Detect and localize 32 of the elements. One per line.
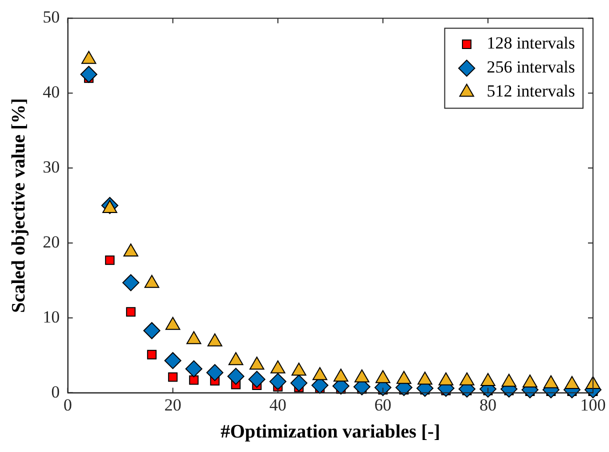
point <box>168 372 178 382</box>
point <box>206 364 224 382</box>
point <box>164 352 182 370</box>
point <box>185 360 202 378</box>
point <box>105 255 115 265</box>
point <box>147 350 157 360</box>
y-tick-label: 50 <box>42 8 60 27</box>
point <box>126 307 136 317</box>
x-axis-title: #Optimization variables [-] <box>220 422 440 443</box>
x-tick-label: 80 <box>479 395 496 414</box>
point <box>290 374 308 392</box>
y-tick-label: 40 <box>42 82 60 102</box>
x-tick-label: 0 <box>64 395 72 414</box>
x-tick-label: 40 <box>269 395 286 414</box>
x-tick-label: 20 <box>164 395 182 414</box>
point <box>143 322 160 340</box>
y-tick-label: 0 <box>51 382 60 402</box>
point <box>227 368 244 385</box>
legend-label: 128 intervals <box>486 34 576 53</box>
y-axis-title: Scaled objective value [%] <box>8 98 30 313</box>
y-tick-label: 30 <box>42 158 60 177</box>
point <box>189 375 199 385</box>
y-tick-label: 10 <box>42 307 60 326</box>
legend-label: 256 intervals <box>486 58 576 77</box>
point <box>80 66 98 83</box>
point <box>248 370 266 388</box>
x-tick-label: 100 <box>580 395 606 414</box>
legend-label: 512 intervals <box>486 82 576 101</box>
y-tick-label: 20 <box>42 232 60 252</box>
x-tick-label: 60 <box>374 395 392 414</box>
point <box>269 373 286 390</box>
point <box>122 274 140 292</box>
